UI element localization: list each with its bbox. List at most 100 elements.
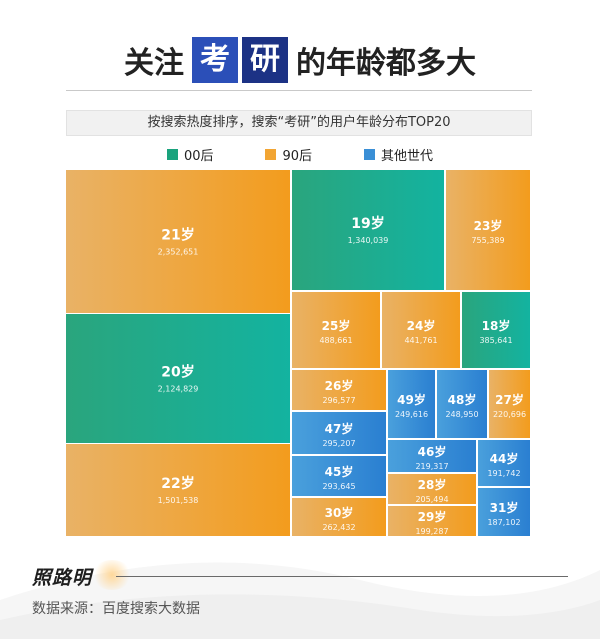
treemap-age-label: 22岁: [161, 475, 194, 492]
treemap-cell: 31岁 187,102: [478, 488, 530, 536]
treemap-cell: 44岁 191,742: [478, 440, 530, 486]
treemap-tile: [292, 370, 386, 410]
treemap-value-label: 296,577: [322, 396, 355, 405]
brand-logo: 照路明: [32, 567, 93, 589]
legend-item-other: 其他世代: [364, 145, 433, 164]
legend-swatch-other: [364, 149, 376, 160]
treemap-value-label: 219,317: [415, 462, 448, 471]
page-title: 关注 考 研 的年龄都多大: [0, 30, 600, 90]
treemap-cell: 30岁 262,432: [292, 498, 386, 536]
treemap-age-label: 30岁: [325, 505, 354, 520]
treemap-cell: 47岁 295,207: [292, 412, 386, 454]
treemap-tile: [388, 506, 476, 536]
title-text-before: 关注: [124, 46, 184, 81]
treemap-age-label: 25岁: [322, 318, 351, 333]
treemap-cell: 24岁 441,761: [382, 292, 460, 368]
treemap-tile: [478, 488, 530, 536]
treemap-value-label: 1,501,538: [158, 496, 199, 505]
treemap-value-label: 199,287: [415, 527, 448, 536]
treemap-tile: [292, 456, 386, 496]
data-source: 数据来源：百度搜索大数据: [32, 601, 200, 617]
treemap-age-label: 47岁: [325, 421, 354, 436]
treemap-value-label: 385,641: [479, 336, 512, 345]
treemap-value-label: 1,340,039: [348, 236, 389, 245]
treemap-cell: 29岁 199,287: [388, 506, 476, 536]
treemap-cell: 48岁 248,950: [437, 370, 487, 438]
treemap-tile: [437, 370, 487, 438]
treemap-age-label: 29岁: [418, 509, 447, 524]
footer-divider: [116, 576, 568, 577]
treemap-age-label: 46岁: [418, 444, 447, 459]
treemap-value-label: 191,742: [487, 469, 520, 478]
treemap-age-label: 23岁: [474, 218, 503, 233]
treemap-value-label: 220,696: [493, 410, 526, 419]
legend-label-00: 00后: [183, 149, 214, 164]
treemap-tile: [292, 292, 380, 368]
treemap-tile: [388, 370, 435, 438]
treemap-tile: [292, 412, 386, 454]
treemap-value-label: 488,661: [319, 336, 352, 345]
treemap-cell: 23岁 755,389: [446, 170, 530, 290]
treemap-cell: 46岁 219,317: [388, 440, 476, 472]
treemap-age-label: 21岁: [161, 227, 194, 244]
treemap-tile: [66, 314, 290, 443]
treemap-age-label: 27岁: [495, 392, 524, 407]
legend-item-90: 90后: [265, 145, 312, 164]
treemap-age-label: 26岁: [325, 378, 354, 393]
treemap-age-label: 44岁: [490, 451, 519, 466]
treemap-age-label: 45岁: [325, 464, 354, 479]
treemap-value-label: 755,389: [471, 236, 504, 245]
treemap-age-label: 49岁: [397, 392, 426, 407]
legend-swatch-90: [265, 149, 277, 160]
treemap-value-label: 2,124,829: [158, 385, 199, 394]
treemap-value-label: 295,207: [322, 439, 355, 448]
treemap-tile: [66, 444, 290, 536]
treemap-tile: [66, 170, 290, 313]
treemap-tile: [292, 170, 444, 290]
treemap-cell: 28岁 205,494: [388, 474, 476, 504]
treemap-cell: 20岁 2,124,829: [66, 314, 290, 443]
treemap-age-label: 31岁: [490, 500, 519, 515]
treemap-cell: 49岁 249,616: [388, 370, 435, 438]
treemap-tile: [446, 170, 530, 290]
title-box-2: 研: [242, 37, 288, 83]
treemap-age-label: 18岁: [482, 318, 511, 333]
treemap-value-label: 205,494: [415, 495, 448, 504]
treemap-value-label: 2,352,651: [158, 248, 199, 257]
treemap-cell: 19岁 1,340,039: [292, 170, 444, 290]
title-text-after: 的年龄都多大: [296, 46, 476, 81]
treemap-tile: [478, 440, 530, 486]
treemap-age-label: 48岁: [448, 392, 477, 407]
treemap-cell: 21岁 2,352,651: [66, 170, 290, 313]
legend-label-other: 其他世代: [381, 149, 434, 164]
treemap-age-label: 19岁: [351, 215, 384, 232]
legend-label-90: 90后: [282, 149, 313, 164]
treemap-cell: 18岁 385,641: [462, 292, 530, 368]
treemap-cell: 27岁 220,696: [489, 370, 530, 438]
treemap-value-label: 248,950: [445, 410, 478, 419]
treemap-tile: [382, 292, 460, 368]
treemap-age-label: 28岁: [418, 477, 447, 492]
title-divider: [66, 90, 532, 91]
treemap-value-label: 187,102: [487, 518, 520, 527]
treemap-value-label: 262,432: [322, 523, 355, 532]
treemap-tile: [489, 370, 530, 438]
treemap-value-label: 249,616: [395, 410, 428, 419]
legend-item-00: 00后: [166, 145, 214, 164]
treemap-tile: [292, 498, 386, 536]
title-box-1: 考: [192, 37, 238, 83]
treemap-cell: 22岁 1,501,538: [66, 444, 290, 536]
treemap-tile: [462, 292, 530, 368]
treemap-value-label: 293,645: [322, 482, 355, 491]
treemap-cell: 25岁 488,661: [292, 292, 380, 368]
treemap-cell: 45岁 293,645: [292, 456, 386, 496]
logo-glow: [92, 560, 132, 590]
footer-wave-decoration: [0, 562, 600, 639]
treemap-value-label: 441,761: [404, 336, 437, 345]
treemap-cell: 26岁 296,577: [292, 370, 386, 410]
treemap-age-label: 20岁: [161, 364, 194, 381]
legend-swatch-00: [166, 149, 178, 160]
chart-legend: 00后 90后 其他世代: [0, 145, 600, 164]
chart-subtitle: 按搜索热度排序，搜索“考研”的用户年龄分布TOP20: [66, 110, 532, 136]
